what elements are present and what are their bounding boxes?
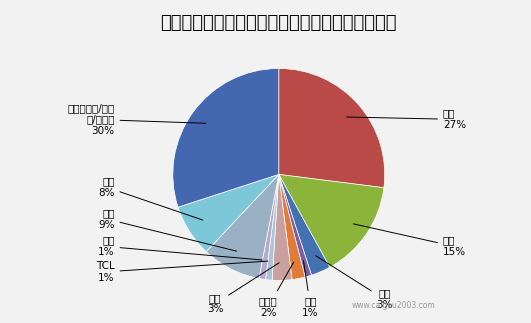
Wedge shape <box>279 68 385 188</box>
Text: 美的
27%: 美的 27% <box>347 109 466 130</box>
Text: 志高
3%: 志高 3% <box>207 263 279 315</box>
Wedge shape <box>266 174 279 280</box>
Text: 海尔（海尔/卡萨
帝/统帅）
30%: 海尔（海尔/卡萨 帝/统帅） 30% <box>67 103 205 136</box>
Text: www.caigou2003.com: www.caigou2003.com <box>352 301 435 310</box>
Wedge shape <box>279 174 384 267</box>
Wedge shape <box>259 174 279 279</box>
Text: TCL
1%: TCL 1% <box>96 261 268 283</box>
Wedge shape <box>178 174 279 252</box>
Text: 格力
15%: 格力 15% <box>353 224 466 257</box>
Wedge shape <box>279 174 330 275</box>
Text: 创维
1%: 创维 1% <box>98 236 262 260</box>
Wedge shape <box>206 174 279 278</box>
Wedge shape <box>272 174 292 280</box>
Wedge shape <box>173 68 279 207</box>
Text: 奥克斯
2%: 奥克斯 2% <box>259 262 294 318</box>
Wedge shape <box>279 174 305 279</box>
Title: 中央国家机关政府采购电子卖场民用空调上架情况: 中央国家机关政府采购电子卖场民用空调上架情况 <box>160 14 397 32</box>
Text: 松下
9%: 松下 9% <box>98 208 237 251</box>
Text: 三星
1%: 三星 1% <box>302 261 319 318</box>
Text: 大金
3%: 大金 3% <box>315 255 393 310</box>
Wedge shape <box>279 174 312 277</box>
Text: 海信
8%: 海信 8% <box>98 176 203 220</box>
